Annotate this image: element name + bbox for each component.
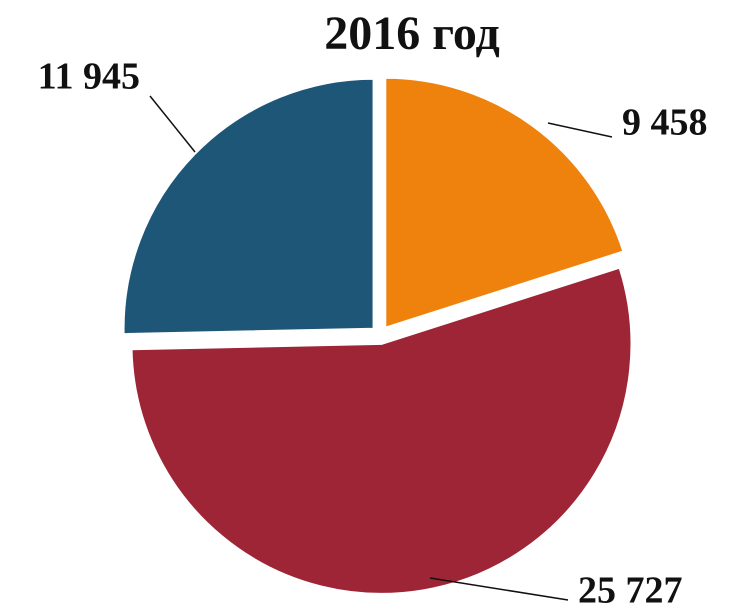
pie-slice (384, 76, 625, 330)
leader-line (547, 122, 613, 138)
data-label: 11 945 (38, 56, 140, 98)
chart-title: 2016 год (324, 7, 500, 60)
leader-line (429, 577, 569, 601)
pie-slice (130, 266, 633, 595)
pie-slice (122, 77, 375, 336)
data-label: 9 458 (622, 102, 708, 144)
data-label: 25 727 (578, 570, 683, 612)
leader-line (149, 95, 196, 153)
